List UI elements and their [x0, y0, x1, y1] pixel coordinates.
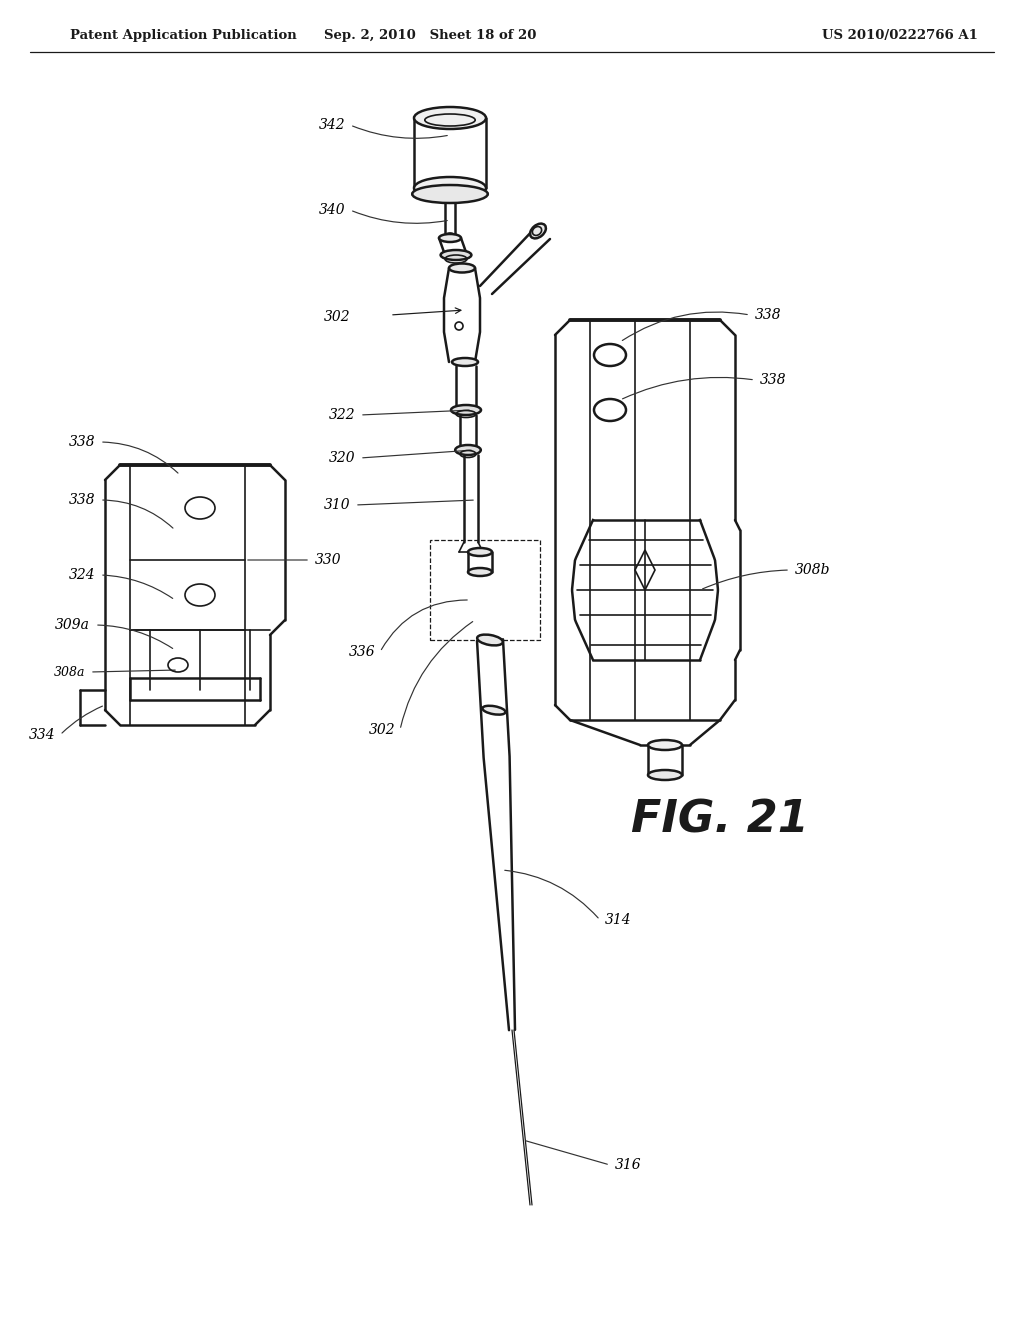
Text: 320: 320: [329, 451, 355, 465]
Text: 338: 338: [69, 436, 95, 449]
Ellipse shape: [440, 249, 471, 260]
Ellipse shape: [456, 445, 481, 455]
Text: 309a: 309a: [55, 618, 90, 632]
Ellipse shape: [414, 177, 486, 199]
Text: 314: 314: [605, 913, 632, 927]
Text: 340: 340: [318, 203, 345, 216]
Text: 316: 316: [615, 1158, 642, 1172]
Ellipse shape: [445, 234, 455, 239]
Ellipse shape: [648, 770, 682, 780]
Text: 310: 310: [324, 498, 350, 512]
Text: 324: 324: [69, 568, 95, 582]
Text: Sep. 2, 2010   Sheet 18 of 20: Sep. 2, 2010 Sheet 18 of 20: [324, 29, 537, 41]
Ellipse shape: [482, 706, 506, 714]
Text: 302: 302: [324, 310, 350, 323]
Ellipse shape: [413, 185, 487, 203]
Ellipse shape: [451, 405, 481, 414]
Ellipse shape: [530, 223, 546, 239]
Text: 338: 338: [760, 374, 786, 387]
Bar: [430, 540, 540, 640]
Ellipse shape: [468, 568, 492, 576]
Ellipse shape: [414, 107, 486, 129]
Ellipse shape: [648, 741, 682, 750]
Ellipse shape: [439, 234, 461, 242]
Text: 336: 336: [348, 645, 375, 659]
Text: 338: 338: [755, 308, 781, 322]
Text: 334: 334: [29, 729, 55, 742]
Text: 308a: 308a: [53, 665, 85, 678]
Ellipse shape: [477, 635, 503, 645]
Text: FIG. 21: FIG. 21: [631, 799, 809, 842]
Text: US 2010/0222766 A1: US 2010/0222766 A1: [822, 29, 978, 41]
Text: 330: 330: [315, 553, 342, 568]
Ellipse shape: [452, 358, 478, 366]
Text: 342: 342: [318, 117, 345, 132]
Ellipse shape: [468, 548, 492, 556]
Ellipse shape: [449, 264, 475, 272]
Text: Patent Application Publication: Patent Application Publication: [70, 29, 297, 41]
Text: 308b: 308b: [795, 564, 830, 577]
Text: 302: 302: [369, 723, 395, 737]
Text: 322: 322: [329, 408, 355, 422]
Text: 338: 338: [69, 492, 95, 507]
